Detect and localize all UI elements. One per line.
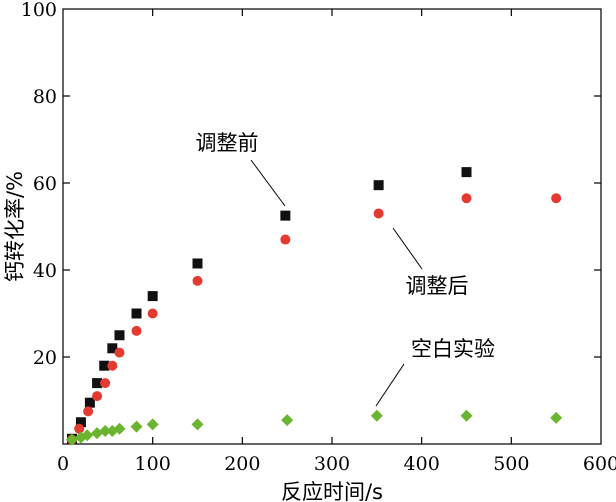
data-point-after (373, 208, 384, 219)
data-point-before (461, 167, 472, 178)
annotation-before-leader (250, 159, 286, 207)
data-point-before (75, 417, 86, 428)
data-point-after (83, 406, 94, 417)
x-tick-label: 400 (404, 453, 440, 475)
data-point-blank (65, 433, 78, 446)
data-point-after (551, 193, 562, 204)
annotation-after: 调整后 (406, 274, 469, 298)
data-point-after (100, 378, 111, 389)
data-point-after (147, 308, 158, 319)
x-tick-label: 100 (135, 453, 171, 475)
data-point-after (461, 193, 472, 204)
y-axis-title: 钙转化率/% (3, 171, 27, 282)
data-point-before (114, 330, 125, 341)
x-tick-label: 600 (583, 453, 616, 475)
data-point-before (107, 343, 118, 354)
data-point-before (99, 360, 110, 371)
data-point-before (147, 291, 158, 302)
data-point-after (131, 325, 142, 336)
y-tick-label: 80 (33, 86, 57, 108)
annotation-after-leader (392, 227, 423, 270)
data-point-blank (370, 409, 383, 422)
y-tick-label: 100 (21, 0, 57, 21)
data-point-after (74, 423, 85, 434)
data-point-before (192, 258, 203, 269)
data-point-after (107, 360, 118, 371)
x-tick-label: 500 (493, 453, 529, 475)
plot-frame (62, 8, 602, 445)
data-point-before (373, 180, 384, 191)
data-point-after (192, 275, 203, 286)
annotation-blank-leader (375, 363, 405, 407)
data-point-blank (130, 420, 143, 433)
data-point-blank (550, 411, 563, 424)
data-point-after (92, 391, 103, 402)
data-point-blank (460, 409, 473, 422)
annotation-before: 调整前 (196, 131, 259, 155)
x-axis-title: 反应时间/s (281, 480, 383, 502)
annotation-blank: 空白实验 (411, 337, 495, 361)
data-point-after (280, 234, 291, 245)
data-point-blank (81, 429, 94, 442)
x-tick-label: 300 (314, 453, 350, 475)
data-point-blank (99, 424, 112, 437)
data-point-blank (191, 418, 204, 431)
data-point-after (114, 347, 125, 358)
y-tick-label: 40 (33, 260, 57, 282)
data-point-before (92, 378, 103, 389)
data-point-blank (113, 422, 126, 435)
x-tick-label: 0 (57, 453, 69, 475)
x-tick-label: 200 (224, 453, 260, 475)
data-point-before (131, 308, 142, 319)
data-point-blank (281, 414, 294, 427)
data-point-before (280, 210, 291, 221)
y-tick-label: 20 (33, 347, 57, 369)
data-point-blank (146, 418, 159, 431)
y-tick-label: 60 (33, 173, 57, 195)
data-point-before (84, 397, 95, 408)
